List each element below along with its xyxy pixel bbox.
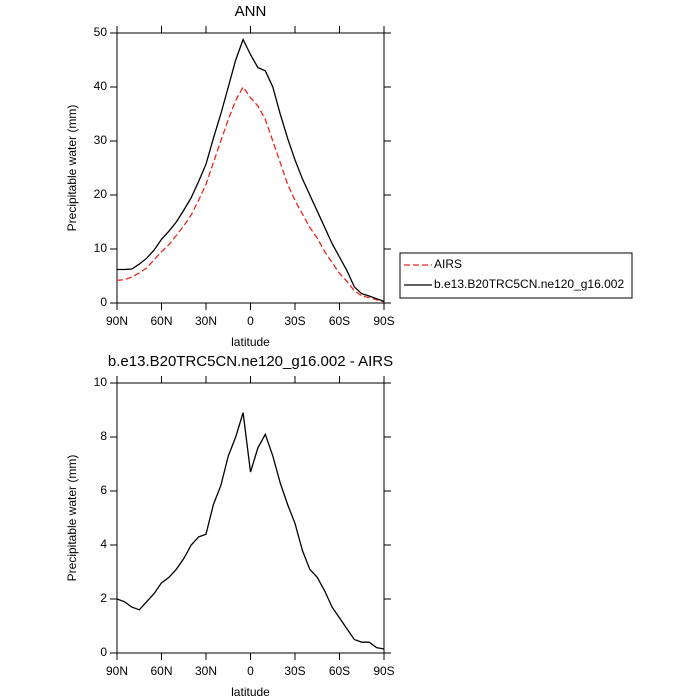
chart-title: ANN	[235, 3, 267, 20]
y-tick-label: 6	[100, 483, 107, 497]
y-tick-label: 40	[94, 79, 108, 93]
y-axis-label: Precipitable water (mm)	[65, 105, 79, 232]
data-line	[117, 37, 385, 303]
legend-label: b.e13.B20TRC5CN.ne120_g16.002	[434, 277, 624, 291]
y-tick-label: 10	[94, 375, 108, 389]
y-tick-label: 0	[100, 645, 107, 659]
y-tick-label: 0	[100, 295, 107, 309]
x-axis-label: latitude	[231, 685, 270, 699]
x-tick-label: 90S	[373, 314, 394, 328]
x-tick-label: 0	[247, 664, 254, 678]
y-tick-label: 10	[94, 241, 108, 255]
data-line	[116, 412, 385, 650]
y-tick-label: 4	[100, 537, 107, 551]
legend-label: AIRS	[434, 257, 462, 271]
x-axis-label: latitude	[231, 335, 270, 349]
y-tick-label: 2	[100, 591, 107, 605]
x-tick-label: 60S	[329, 314, 350, 328]
x-tick-label: 60N	[150, 664, 172, 678]
x-tick-label: 30N	[195, 664, 217, 678]
y-tick-label: 30	[94, 133, 108, 147]
data-line	[116, 85, 385, 303]
plot-frame	[116, 32, 385, 304]
y-tick-label: 20	[94, 187, 108, 201]
x-tick-label: 30S	[284, 664, 305, 678]
x-tick-label: 30N	[195, 314, 217, 328]
y-axis-label: Precipitable water (mm)	[65, 455, 79, 582]
x-tick-label: 90N	[106, 314, 128, 328]
x-tick-label: 60N	[150, 314, 172, 328]
x-tick-label: 90S	[373, 664, 394, 678]
x-tick-label: 90N	[106, 664, 128, 678]
legend-box	[399, 252, 633, 299]
x-tick-label: 60S	[329, 664, 350, 678]
plot-frame	[116, 382, 385, 654]
y-tick-label: 50	[94, 25, 108, 39]
chart-title: b.e13.B20TRC5CN.ne120_g16.002 - AIRS	[108, 353, 393, 370]
x-tick-label: 30S	[284, 314, 305, 328]
x-tick-label: 0	[247, 314, 254, 328]
y-tick-label: 8	[100, 429, 107, 443]
